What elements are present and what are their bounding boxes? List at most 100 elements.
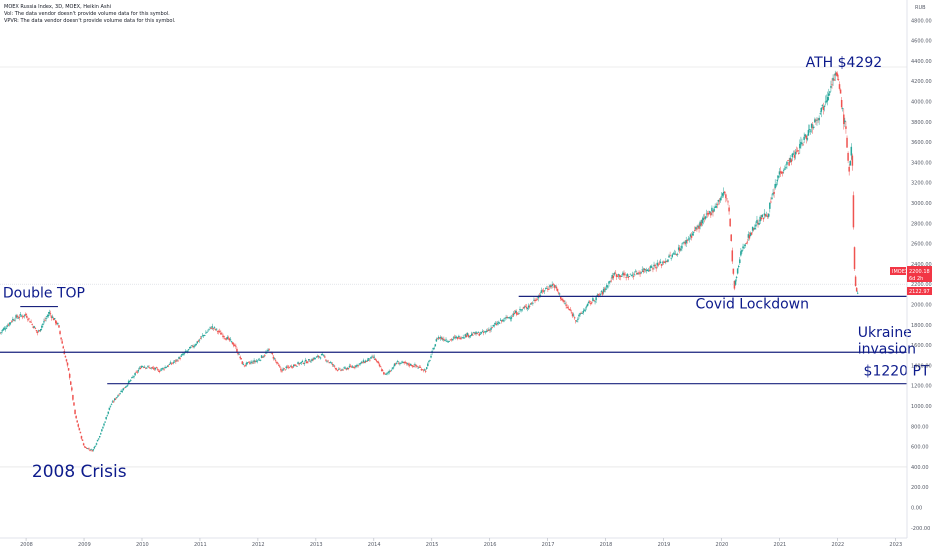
candle-body xyxy=(404,362,407,364)
candle-body xyxy=(377,361,380,364)
candle-body xyxy=(851,155,854,166)
candle-body xyxy=(527,305,530,308)
candle-body xyxy=(610,280,612,282)
candle-body xyxy=(665,260,667,262)
candle-body xyxy=(579,313,581,315)
candle-body xyxy=(558,293,561,295)
candle-body xyxy=(125,385,128,387)
candle-body xyxy=(823,105,826,107)
candle-body xyxy=(628,276,631,277)
price-axis[interactable]: RUB -200.00 0.00 200.00 400.00 600.00 800.00 1… xyxy=(906,0,932,538)
candle-body xyxy=(417,367,419,369)
candle-body xyxy=(793,154,796,158)
candle-body xyxy=(674,253,677,255)
candle-body xyxy=(701,219,704,224)
candle-body xyxy=(697,225,699,228)
candle-body xyxy=(228,338,231,341)
candle-body xyxy=(234,345,236,346)
candle-body xyxy=(458,335,460,338)
candle-body xyxy=(393,363,396,367)
candle-body xyxy=(137,370,140,372)
candle-body xyxy=(194,345,196,346)
candle-body xyxy=(387,372,389,374)
candle-body xyxy=(475,331,477,334)
candle-body xyxy=(508,317,511,318)
candle-body xyxy=(763,213,766,216)
candle-body xyxy=(287,366,290,368)
candle-body xyxy=(468,336,471,337)
candle-body xyxy=(30,321,32,323)
candle-body xyxy=(347,367,350,369)
candle-body xyxy=(461,337,463,339)
candle-body xyxy=(528,305,531,307)
candle-body xyxy=(744,244,746,247)
candle-body xyxy=(809,130,812,132)
candle-body xyxy=(555,286,558,289)
candle-body xyxy=(49,313,52,315)
candle-body xyxy=(728,207,730,212)
candle-body xyxy=(523,306,526,308)
candle-body xyxy=(402,362,404,363)
candle-body xyxy=(828,93,830,96)
candle-body xyxy=(204,335,206,336)
candle-body xyxy=(451,339,454,340)
candle-body xyxy=(111,401,114,403)
candle-body xyxy=(182,354,185,356)
candle-body xyxy=(384,373,386,375)
candle-body xyxy=(65,359,68,362)
candle-body xyxy=(511,315,514,317)
candle-body xyxy=(406,362,409,364)
annotation-label: Covid Lockdown xyxy=(695,297,809,313)
candle-body xyxy=(566,306,568,308)
candle-body xyxy=(403,361,405,364)
candle-body xyxy=(805,135,808,139)
candle-body xyxy=(721,193,724,196)
candle-body xyxy=(692,232,695,234)
candle-body xyxy=(802,144,804,146)
time-axis[interactable]: 2008 2009 2010 2011 2012 2013 2014 2015 2016 2017… xyxy=(0,537,907,548)
y-tick-label: 3000.00 xyxy=(911,201,932,207)
candle-body xyxy=(603,288,606,290)
symbol-title[interactable]: MOEX Russia Index, 3D, MOEX, Heikin Ashi xyxy=(4,4,112,10)
candle-body xyxy=(358,363,360,365)
candle-body xyxy=(593,300,595,301)
candle-body xyxy=(251,361,253,363)
candle-body xyxy=(509,318,512,320)
candle-body xyxy=(765,215,768,217)
candle-body xyxy=(446,340,448,342)
candle-body xyxy=(650,265,652,269)
candle-body xyxy=(746,241,749,243)
candle-body xyxy=(46,316,48,317)
candle-body xyxy=(300,362,303,364)
candle-body xyxy=(349,365,352,367)
candle-body xyxy=(283,368,285,369)
candle-body xyxy=(535,299,537,301)
candle-body xyxy=(229,339,232,341)
y-tick-label: 2600.00 xyxy=(911,242,932,248)
candle-body xyxy=(490,327,492,330)
candle-body xyxy=(284,369,286,371)
candle-body xyxy=(754,227,756,230)
candle-body xyxy=(272,356,275,359)
price-tag-low: 2122.97 xyxy=(909,289,930,295)
candle-body xyxy=(522,307,524,309)
candle-body xyxy=(625,277,627,278)
candle-body xyxy=(482,332,485,333)
candle-body xyxy=(82,443,85,446)
candle-body xyxy=(48,311,51,314)
candle-body xyxy=(518,313,520,314)
candle-body xyxy=(742,246,744,249)
support-resistance-lines[interactable] xyxy=(0,295,907,385)
annotations: ATH $4292 Double TOP Covid Lockdown Ukraine… xyxy=(3,55,930,482)
candle-body xyxy=(45,318,47,319)
candle-body xyxy=(608,281,610,284)
candle-body xyxy=(181,354,184,355)
candle-body xyxy=(354,366,356,368)
candle-body xyxy=(510,317,513,319)
candle-body xyxy=(167,365,170,367)
candle-body xyxy=(856,292,859,294)
candle-body xyxy=(606,285,608,288)
candle-body xyxy=(299,362,301,364)
candle-body xyxy=(749,232,752,236)
